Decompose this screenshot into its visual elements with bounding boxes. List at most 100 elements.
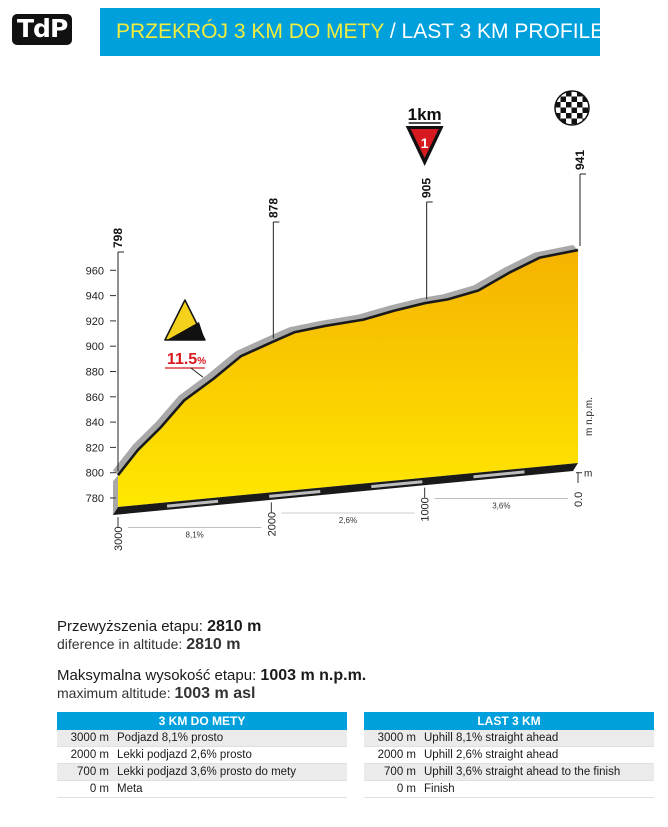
row-distance: 0 m <box>364 780 420 798</box>
table-en: LAST 3 KM 3000 m Uphill 8,1% straight ahe… <box>364 712 654 798</box>
flag-square <box>560 118 566 124</box>
flag-square <box>555 107 561 113</box>
flag-square <box>571 96 577 102</box>
y-tick-label: 900 <box>86 341 104 353</box>
table-row: 0 m Meta <box>57 780 347 798</box>
row-text: Lekki podjazd 2,6% prosto <box>113 746 347 764</box>
table-row: 3000 m Uphill 8,1% straight ahead <box>364 730 654 747</box>
km-marker-icon <box>410 129 439 158</box>
km-marker-number: 1 <box>421 135 429 151</box>
row-distance: 3000 m <box>364 730 420 747</box>
table-row: 700 m Uphill 3,6% straight ahead to the f… <box>364 763 654 781</box>
road-marking <box>473 470 525 479</box>
road-base <box>113 463 578 515</box>
km-marker-title: 1km <box>408 105 442 124</box>
flag-square <box>577 107 583 113</box>
top-bar: TdP PRZEKRÓJ 3 KM DO METY / LAST 3 KM PR… <box>0 0 668 62</box>
flag-square <box>582 113 588 119</box>
table-row: 2000 m Uphill 2,6% straight ahead <box>364 746 654 764</box>
point-label: 905 <box>420 178 434 198</box>
flag-square <box>588 118 589 124</box>
table-row: 3000 m Podjazd 8,1% prosto <box>57 730 347 747</box>
table-en-header: LAST 3 KM <box>364 712 654 730</box>
max-pl-label: Maksymalna wysokość etapu: <box>57 667 257 684</box>
flag-square <box>566 113 572 119</box>
row-distance: 700 m <box>57 763 113 781</box>
flag-square <box>588 91 589 97</box>
flag-square <box>582 102 588 108</box>
y-tick-label: 940 <box>86 291 104 303</box>
title-pl: PRZEKRÓJ 3 KM DO METY <box>116 20 384 43</box>
x-tick-label: 0.0 <box>573 492 585 507</box>
x-tick-label: 1000 <box>420 497 432 521</box>
flag-square <box>577 96 583 102</box>
flag-square <box>588 113 589 119</box>
flag-square <box>571 113 577 119</box>
climb-icon-slope <box>166 322 205 340</box>
flag-square <box>582 96 588 102</box>
flag-square <box>560 107 566 113</box>
title-banner: PRZEKRÓJ 3 KM DO METY / LAST 3 KM PROFIL… <box>100 8 604 56</box>
flag-square <box>577 113 583 119</box>
profile-chart: 7808008208408608809009209409603000200010… <box>86 90 595 551</box>
y-tick-label: 800 <box>86 468 104 480</box>
point-label: 798 <box>111 228 125 248</box>
difference-en-value: 2810 m <box>186 636 241 653</box>
flag-square <box>566 102 572 108</box>
climb-leader <box>190 367 204 378</box>
x-tick-label: 2000 <box>266 512 278 536</box>
gradient-label: 8,1% <box>186 531 204 540</box>
title-en: LAST 3 KM PROFILE <box>401 20 605 43</box>
y-tick-label: 880 <box>86 367 104 379</box>
road-marking <box>269 489 321 498</box>
table-row: 700 m Lekki podjazd 3,6% prosto do mety <box>57 763 347 781</box>
y-tick-label: 920 <box>86 316 104 328</box>
row-text: Finish <box>420 780 654 798</box>
max-altitude: Maksymalna wysokość etapu: 1003 m n.p.m.… <box>57 667 366 703</box>
flag-square <box>555 124 561 125</box>
climb-gradient-unit: % <box>197 356 206 367</box>
y-tick-label: 840 <box>86 417 104 429</box>
y-tick-label: 820 <box>86 442 104 454</box>
row-text: Uphill 2,6% straight ahead <box>420 746 654 764</box>
point-label: 941 <box>573 150 587 170</box>
flag-square <box>560 113 566 119</box>
page-title: PRZEKRÓJ 3 KM DO METY / LAST 3 KM PROFIL… <box>116 20 604 44</box>
finish-flag-ring <box>554 90 590 126</box>
flag-square <box>577 118 583 124</box>
max-en-value: 1003 m asl <box>174 685 256 702</box>
table-row: 0 m Finish <box>364 780 654 798</box>
profile-area <box>118 250 578 507</box>
table-pl: 3 KM DO METY 3000 m Podjazd 8,1% prosto 2… <box>57 712 347 798</box>
climb-gradient-label: 11.5% <box>167 351 206 368</box>
flag-square <box>560 102 566 108</box>
difference-pl-label: Przewyższenia etapu: <box>57 618 203 635</box>
row-distance: 0 m <box>57 780 113 798</box>
y-tick-label: 780 <box>86 493 104 505</box>
finish-flag-icon <box>555 91 589 125</box>
row-text: Uphill 8,1% straight ahead <box>420 730 654 747</box>
gradient-label: 3,6% <box>492 501 510 510</box>
title-separator: / <box>389 20 396 43</box>
climb-gradient-value: 11.5 <box>167 351 197 368</box>
y-tick-label: 960 <box>86 265 104 277</box>
table-row: 2000 m Lekki podjazd 2,6% prosto <box>57 746 347 764</box>
flag-square <box>577 124 583 125</box>
flag-square <box>555 102 561 108</box>
flag-square <box>571 91 577 97</box>
difference-pl-value: 2810 m <box>207 618 262 635</box>
max-pl-value: 1003 m n.p.m. <box>260 667 367 684</box>
flag-square <box>555 113 561 119</box>
flag-square <box>566 91 572 97</box>
table-pl-header: 3 KM DO METY <box>57 712 347 730</box>
flag-square <box>588 124 589 125</box>
row-distance: 700 m <box>364 763 420 781</box>
tdp-logo: TdP <box>12 14 73 45</box>
y-tick-label: 860 <box>86 392 104 404</box>
road-marking <box>371 480 423 489</box>
row-distance: 3000 m <box>57 730 113 747</box>
flag-square <box>582 124 588 125</box>
flag-square <box>588 96 589 102</box>
flag-square <box>582 107 588 113</box>
flag-square <box>577 91 583 97</box>
